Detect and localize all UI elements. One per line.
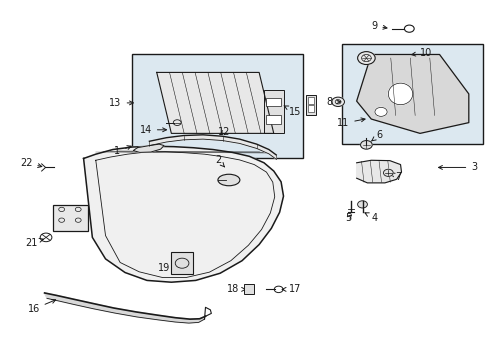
Circle shape [331, 97, 344, 107]
Text: 17: 17 [282, 284, 301, 294]
Bar [171, 252, 192, 274]
Polygon shape [149, 135, 276, 159]
Text: 14: 14 [139, 125, 166, 135]
Text: 2: 2 [215, 155, 224, 167]
Text: 18: 18 [227, 284, 245, 294]
Bar [244, 284, 254, 294]
Text: 20: 20 [75, 221, 87, 231]
Text: 6: 6 [370, 130, 382, 141]
Text: 16: 16 [27, 300, 56, 314]
Circle shape [360, 140, 371, 149]
Text: 12: 12 [217, 127, 229, 136]
Bar [305, 95, 315, 116]
Circle shape [357, 51, 374, 64]
Circle shape [383, 169, 392, 176]
Text: 19: 19 [158, 263, 176, 273]
Bar [266, 116, 281, 125]
Bar [307, 97, 313, 104]
Text: 11: 11 [336, 118, 365, 128]
Ellipse shape [374, 107, 386, 116]
Text: 3: 3 [438, 162, 476, 172]
Bar [266, 98, 281, 107]
Circle shape [357, 201, 366, 208]
Text: 9: 9 [370, 21, 386, 31]
Text: 22: 22 [20, 158, 41, 168]
Text: 1: 1 [114, 146, 131, 156]
Ellipse shape [218, 174, 240, 186]
Bar [264, 90, 283, 134]
Text: 5: 5 [345, 213, 351, 222]
Text: 21: 21 [25, 238, 43, 248]
Text: 7: 7 [389, 172, 401, 182]
Polygon shape [356, 54, 468, 134]
Bar [341, 44, 483, 144]
Text: 4: 4 [364, 213, 377, 222]
Text: 8: 8 [325, 97, 340, 107]
Polygon shape [44, 293, 205, 323]
Polygon shape [133, 144, 163, 152]
Text: 10: 10 [411, 48, 431, 58]
Bar [53, 205, 88, 231]
Text: 13: 13 [109, 98, 133, 108]
Bar [307, 105, 313, 112]
Polygon shape [356, 160, 401, 183]
Text: 15: 15 [284, 106, 301, 117]
Bar [132, 54, 303, 158]
Polygon shape [83, 146, 283, 282]
Polygon shape [157, 72, 273, 134]
Ellipse shape [387, 83, 412, 105]
